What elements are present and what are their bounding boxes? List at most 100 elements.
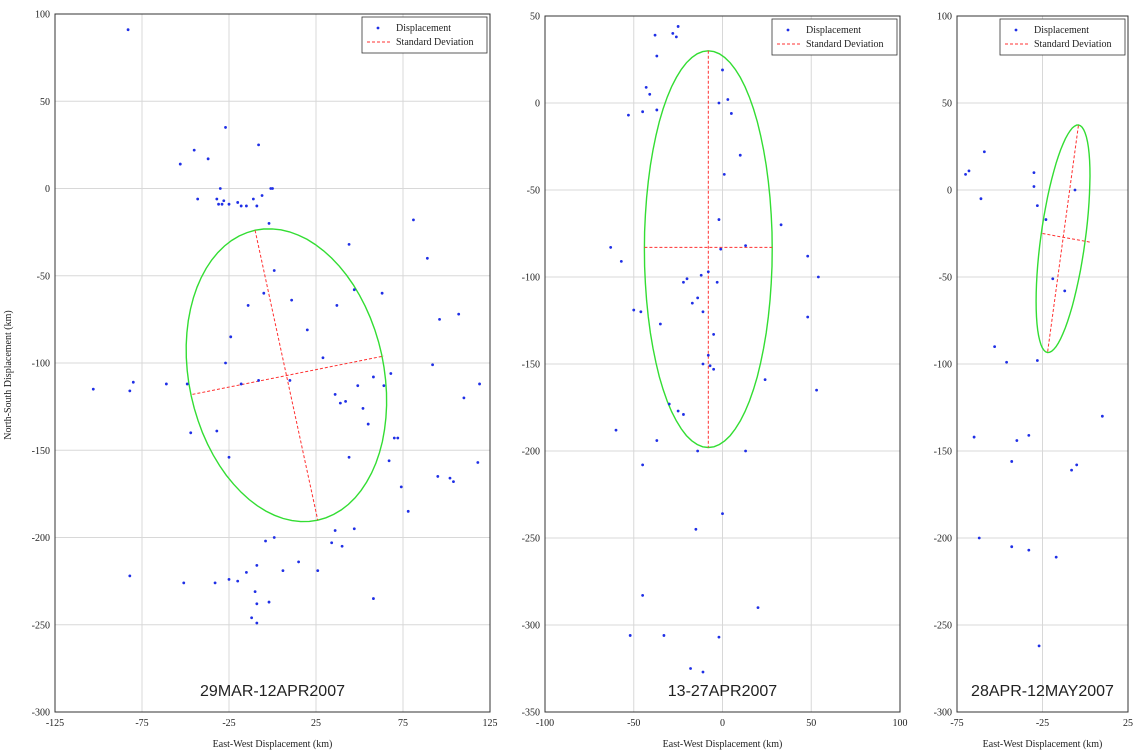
displacement-point (667, 402, 671, 406)
displacement-point (246, 304, 250, 307)
y-tick-label: -100 (522, 273, 540, 284)
displacement-point (389, 372, 393, 375)
x-tick-label: 125 (483, 718, 498, 729)
displacement-point (726, 98, 730, 101)
std-dev-line (1047, 125, 1079, 352)
displacement-point (224, 126, 227, 129)
displacement-point (452, 480, 455, 484)
displacement-point (396, 436, 400, 440)
displacement-point (217, 202, 220, 206)
displacement-point (272, 536, 276, 539)
x-tick-label: -50 (627, 718, 640, 729)
displacement-point (655, 54, 659, 58)
legend-displacement-marker (376, 26, 380, 30)
y-tick-label: -300 (934, 708, 952, 719)
displacement-point (614, 428, 618, 432)
y-tick-label: 100 (35, 10, 50, 21)
displacement-point (641, 463, 645, 467)
displacement-point (128, 389, 132, 393)
displacement-point (338, 401, 342, 405)
displacement-point (722, 172, 726, 176)
y-tick-label: -200 (934, 534, 952, 545)
displacement-point (696, 449, 700, 453)
x-tick-label: 100 (893, 718, 908, 729)
displacement-point (609, 246, 613, 249)
displacement-point (380, 291, 384, 295)
displacement-point (250, 616, 254, 620)
displacement-point (340, 544, 344, 548)
displacement-point (655, 108, 659, 112)
displacement-point (717, 101, 721, 105)
displacement-point (264, 539, 267, 543)
panel-label: 29MAR-12APR2007 (200, 683, 345, 700)
displacement-point (305, 328, 309, 332)
displacement-point (126, 28, 130, 32)
displacement-point (347, 455, 351, 459)
displacement-point (706, 270, 710, 274)
displacement-point (744, 449, 747, 453)
displacement-point (347, 242, 351, 246)
displacement-point (1027, 548, 1031, 552)
legend: Displacement Standard Deviation (771, 18, 898, 56)
y-tick-label: 50 (40, 97, 50, 108)
displacement-point (236, 201, 240, 204)
x-tick-label: -75 (950, 718, 963, 729)
displacement-point (425, 256, 429, 260)
y-axis-title: North-South Displacement (km) (3, 310, 14, 439)
displacement-point (1037, 644, 1041, 648)
legend-displacement-label: Displacement (806, 25, 861, 36)
x-tick-label: -25 (222, 718, 235, 729)
displacement-point (1044, 218, 1048, 221)
displacement-point (399, 485, 403, 489)
y-tick-label: -300 (522, 621, 540, 632)
displacement-point (685, 277, 689, 281)
displacement-point (632, 308, 636, 312)
displacement-point (977, 536, 981, 540)
displacement-point (239, 204, 243, 208)
displacement-point (478, 382, 481, 386)
displacement-point (708, 364, 712, 368)
displacement-point (674, 35, 678, 39)
displacement-point (91, 387, 95, 391)
y-tick-label: -50 (939, 273, 952, 284)
std-dev-line (1042, 233, 1091, 243)
displacement-point (701, 362, 705, 366)
displacement-point (653, 33, 657, 37)
displacement-point (366, 422, 370, 426)
displacement-point (288, 379, 292, 382)
y-tick-label: 0 (45, 184, 50, 195)
confidence-ellipse (185, 228, 388, 523)
displacement-point (330, 541, 334, 545)
displacement-point (689, 667, 692, 670)
y-tick-label: -250 (934, 621, 952, 632)
displacement-point (1005, 360, 1008, 364)
displacement-point (628, 634, 632, 637)
displacement-point (224, 361, 227, 365)
displacement-point (356, 384, 360, 388)
y-tick-label: 50 (942, 99, 952, 110)
displacement-point (662, 634, 666, 637)
displacement-point (227, 577, 231, 581)
displacement-point (1063, 289, 1067, 293)
displacement-point (644, 85, 648, 89)
legend-std-dev-label: Standard Deviation (396, 37, 473, 48)
displacement-point (164, 382, 168, 386)
y-tick-label: 100 (937, 12, 952, 23)
displacement-point (717, 635, 721, 639)
x-tick-label: -25 (1036, 718, 1049, 729)
displacement-point (189, 431, 193, 435)
displacement-point (352, 288, 356, 292)
displacement-point (715, 280, 719, 284)
displacement-point (462, 396, 466, 400)
displacement-point (694, 527, 698, 531)
displacement-point (255, 204, 259, 208)
displacement-point (253, 590, 257, 593)
y-tick-label: -50 (527, 186, 540, 197)
displacement-point (236, 579, 240, 583)
displacement-point (815, 388, 818, 392)
std-dev-line (192, 355, 384, 395)
displacement-point (964, 172, 967, 176)
std-dev-line (254, 230, 319, 521)
displacement-point (1010, 545, 1014, 549)
